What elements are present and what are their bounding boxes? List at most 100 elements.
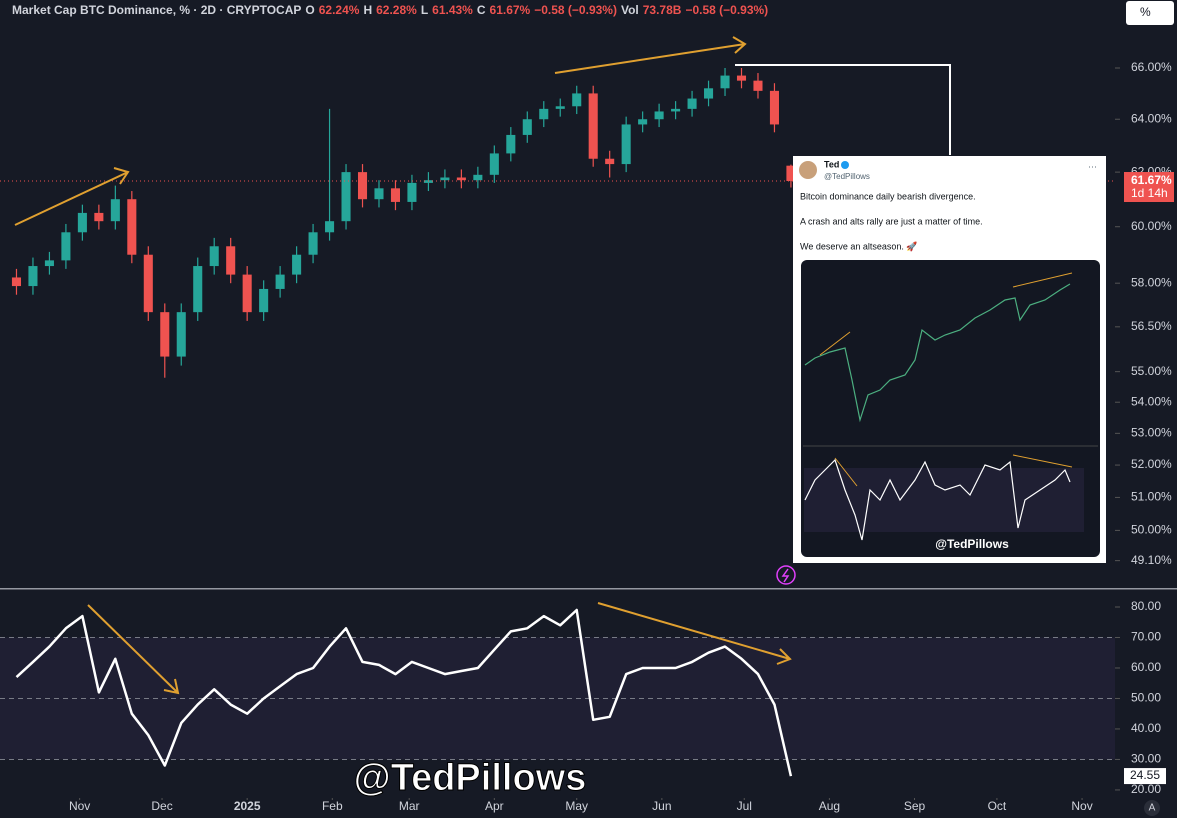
- candle-body: [77, 212, 87, 233]
- candle-body: [94, 212, 104, 222]
- tweet-handle: @TedPillows: [824, 172, 870, 181]
- x-tick-label: Sep: [904, 799, 926, 813]
- event-icon-bolt: [781, 568, 790, 583]
- last-price-box: [1124, 172, 1174, 203]
- y-tick-label: 55.00%: [1131, 364, 1172, 378]
- candle-body: [769, 90, 779, 125]
- tweet-image-arrows: [819, 272, 1073, 487]
- arrow: [14, 167, 130, 226]
- candle-body: [753, 80, 763, 91]
- candle-body: [110, 199, 120, 222]
- y-tick-label: 50.00: [1131, 691, 1161, 705]
- tweet-image-watermark: @TedPillows: [935, 537, 1009, 551]
- ohlc-key: L: [421, 3, 428, 17]
- y-tick-label: 52.00%: [1131, 457, 1172, 471]
- auto-button-label[interactable]: A: [1149, 803, 1156, 814]
- y-tick-label: 66.00%: [1131, 60, 1172, 74]
- candle-body: [209, 246, 219, 267]
- candle-body: [588, 93, 598, 159]
- x-tick-label: Dec: [151, 799, 172, 813]
- candle-body: [44, 260, 54, 267]
- y-tick-label: 50.00%: [1131, 523, 1172, 537]
- candle-body: [638, 119, 648, 125]
- candle-body: [28, 266, 38, 287]
- header-title: Market Cap BTC Dominance, % · 2D · CRYPT…: [12, 3, 301, 17]
- candle-body: [341, 172, 351, 222]
- tweet-image-band: [804, 468, 1084, 532]
- candle-body: [473, 174, 483, 181]
- y-tick-label: 40.00: [1131, 721, 1161, 735]
- y-tick-label: 64.00%: [1131, 111, 1172, 125]
- annotations: [14, 36, 792, 695]
- candle-body: [407, 182, 417, 202]
- candle-body: [539, 108, 549, 120]
- candle-body: [357, 172, 368, 200]
- candle-body: [292, 254, 302, 275]
- scale-button-label[interactable]: %: [1140, 5, 1151, 19]
- arrow: [87, 604, 180, 695]
- candle-body: [374, 188, 384, 200]
- y-tick-label: 20.00: [1131, 782, 1161, 796]
- verified-badge: [841, 161, 849, 169]
- tweet: Ted @TedPillows ⋯ Bitcoin dominance dail…: [793, 156, 1106, 563]
- y-tick-label: 51.00%: [1131, 490, 1172, 504]
- y-tick-label: 49.10%: [1131, 553, 1172, 567]
- tweet-line: We deserve an altseason. 🚀: [800, 240, 918, 251]
- x-tick-label: Mar: [399, 799, 420, 813]
- last-value-label: 24.55: [1130, 768, 1160, 782]
- tweet-menu[interactable]: ⋯: [1088, 161, 1097, 171]
- y-tick-label: 58.00%: [1131, 275, 1172, 289]
- candle-body: [671, 108, 681, 112]
- candle-body: [654, 111, 664, 120]
- candle-body: [242, 274, 252, 313]
- auto-button[interactable]: [1144, 800, 1160, 816]
- ohlc-key: O: [305, 3, 314, 17]
- connector: [735, 64, 951, 155]
- x-tick-label: 2025: [234, 799, 261, 813]
- candle-body: [440, 177, 450, 181]
- vol-key: Vol: [621, 3, 639, 17]
- candle-body: [143, 254, 153, 313]
- candle-body: [11, 277, 22, 287]
- candle-body: [572, 93, 582, 107]
- vol-change: −0.58 (−0.93%): [685, 3, 768, 17]
- arrow: [554, 36, 747, 74]
- tweet-image-rsi: [804, 458, 1071, 541]
- candle-body: [786, 165, 796, 182]
- candle-body: [176, 312, 186, 357]
- event-icon[interactable]: [776, 565, 796, 585]
- candle-body: [61, 232, 71, 261]
- tweet-image-price: [804, 283, 1071, 423]
- candle-body: [275, 274, 285, 289]
- candle-body: [127, 199, 137, 255]
- x-tick-label: Apr: [485, 799, 504, 813]
- ohlc-value: 61.67%: [490, 3, 531, 17]
- candle-body: [423, 180, 433, 183]
- candle-body: [390, 188, 400, 202]
- candle-body: [160, 312, 170, 357]
- header: Market Cap BTC Dominance, % · 2D · CRYPT…: [12, 3, 768, 17]
- y-tick-label: 53.00%: [1131, 426, 1172, 440]
- candle-body: [605, 158, 615, 165]
- y-tick-label: 56.50%: [1131, 319, 1172, 333]
- y-tick-label: 54.00%: [1131, 394, 1172, 408]
- vol-value: 73.78B: [643, 3, 682, 17]
- ohlc-value: 62.24%: [319, 3, 360, 17]
- tweet-line: Bitcoin dominance daily bearish divergen…: [800, 191, 976, 201]
- x-tick-label: Jul: [737, 799, 752, 813]
- tweet-name: Ted: [824, 159, 839, 169]
- ohlc-key: C: [477, 3, 486, 17]
- pane-separator: [0, 588, 1177, 590]
- candle-body: [621, 124, 631, 165]
- candle-body: [687, 98, 697, 109]
- y-tick-label: 70.00: [1131, 630, 1161, 644]
- candle-body: [489, 153, 499, 175]
- x-tick-label: May: [565, 799, 588, 813]
- scale-button[interactable]: [1126, 1, 1174, 25]
- candle-body: [308, 232, 318, 255]
- candle-body: [226, 246, 236, 275]
- tweet-line: A crash and alts rally are just a matter…: [800, 216, 983, 226]
- watermark: @TedPillows: [354, 757, 587, 799]
- x-tick-label: Oct: [988, 799, 1007, 813]
